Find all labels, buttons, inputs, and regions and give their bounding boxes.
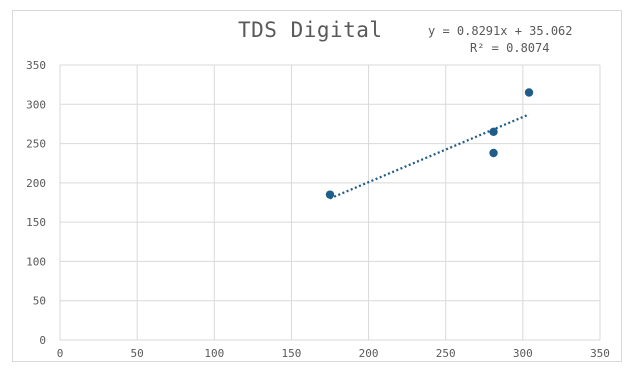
y-tick-label: 100 <box>26 255 46 268</box>
data-point <box>489 148 498 158</box>
y-tick-label: 300 <box>26 98 46 111</box>
point-layer <box>325 88 534 199</box>
x-tick-label: 0 <box>57 347 64 360</box>
x-tick-label: 50 <box>131 347 144 360</box>
trendline-r-squared: R² = 0.8074 <box>470 41 550 55</box>
data-point <box>489 127 498 136</box>
x-tick-label: 300 <box>513 347 533 360</box>
y-tick-label: 0 <box>39 334 46 347</box>
y-tick-label: 350 <box>26 59 46 72</box>
tick-layer: 0 50 100 150 200 250 300 350 0 50 100 150 200 250 300 3… <box>26 59 610 360</box>
data-point <box>524 88 534 97</box>
grid-layer <box>59 64 601 341</box>
trendline <box>329 113 530 200</box>
x-tick-label: 350 <box>590 347 610 360</box>
y-tick-label: 250 <box>26 138 46 151</box>
x-tick-label: 200 <box>359 347 379 360</box>
data-point <box>325 190 335 199</box>
x-tick-label: 250 <box>436 347 456 360</box>
x-tick-label: 150 <box>281 347 301 360</box>
y-tick-label: 50 <box>33 295 46 308</box>
chart-frame <box>12 10 622 362</box>
chart-title: TDS Digital <box>238 18 383 42</box>
y-tick-label: 200 <box>26 177 46 190</box>
trend-layer <box>329 113 530 200</box>
y-tick-label: 150 <box>26 216 46 229</box>
trendline-equation: y = 0.8291x + 35.062 <box>428 24 573 38</box>
x-tick-label: 100 <box>204 347 224 360</box>
